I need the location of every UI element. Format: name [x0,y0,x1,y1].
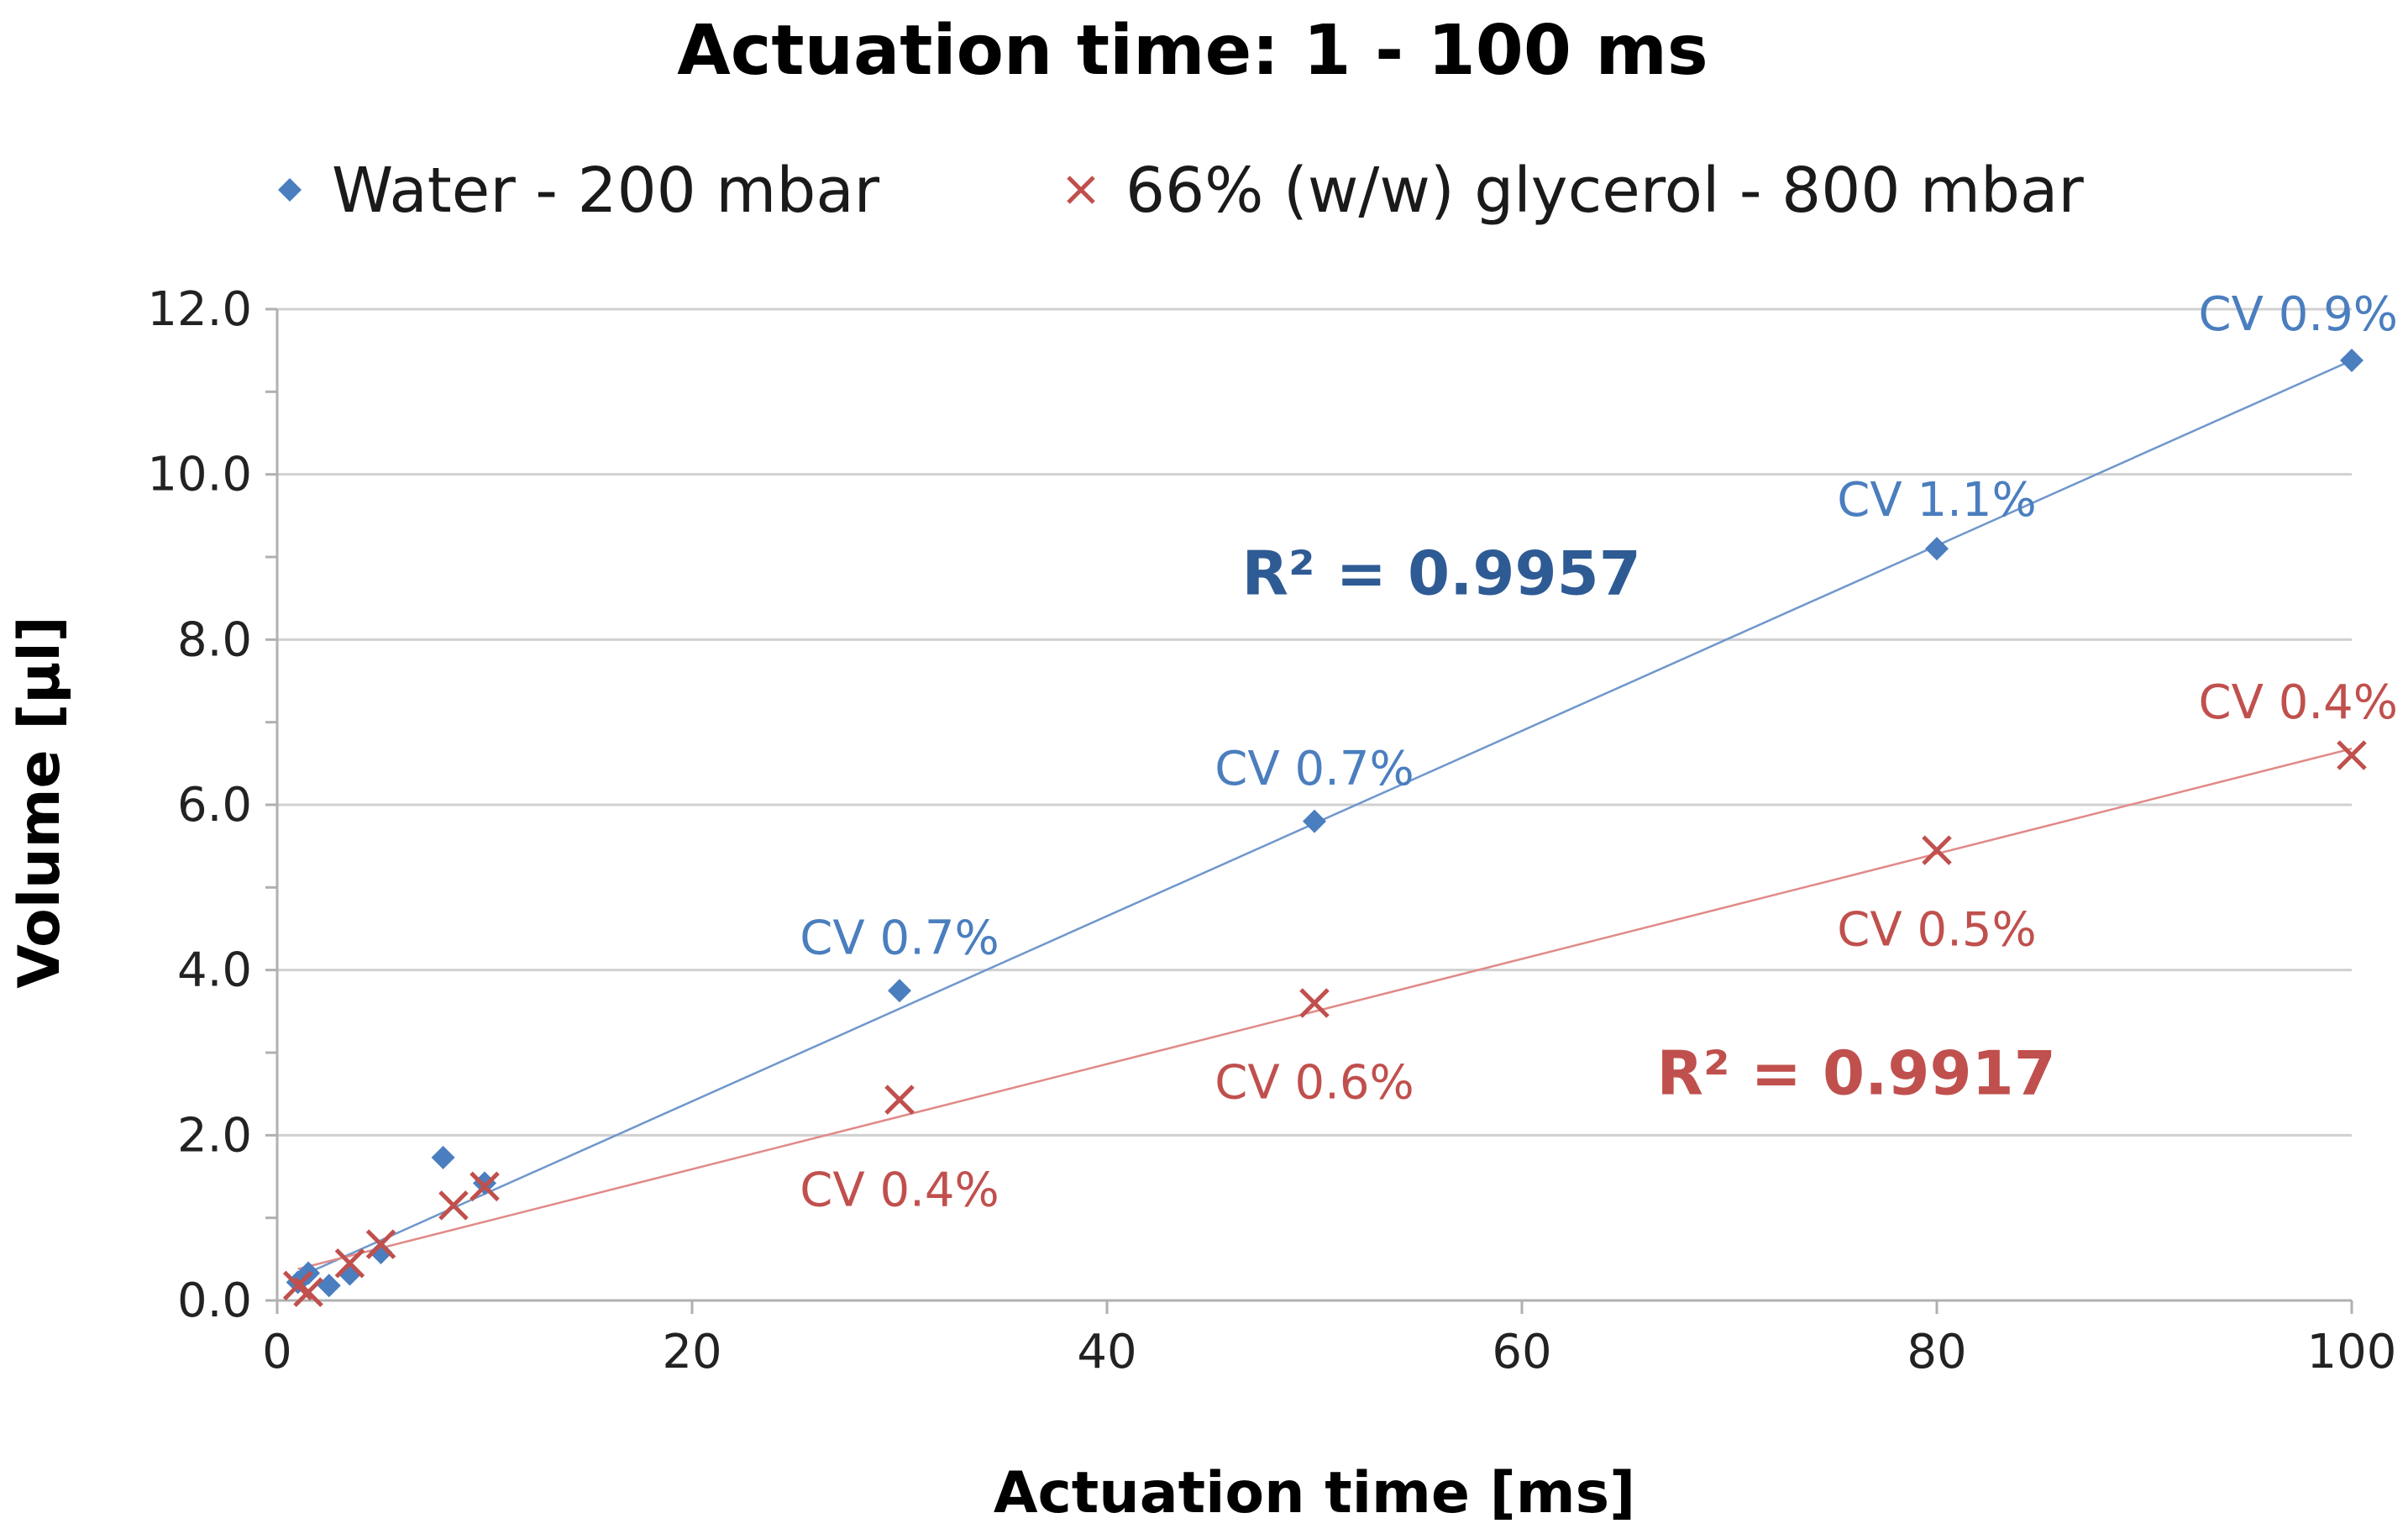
cv-label: CV 0.7% [800,911,999,965]
cv-labels: CV 0.7% CV 0.7% CV 1.1% CV 0.9% CV 0.4% CV 0.… [800,287,2398,1217]
chart-title: Actuation time: 1 - 100 ms [677,11,1708,91]
data-point-x [2337,740,2367,770]
data-point-diamond [2340,348,2363,372]
data-point-x [293,1277,323,1307]
legend-item-glycerol: 66% (w/w) glycerol - 800 mbar [1067,155,2084,227]
trendline [297,747,2353,1270]
cv-label: CV 0.4% [800,1163,999,1217]
y-tick-label: 2.0 [177,1108,252,1163]
x-tick-label: 60 [1492,1325,1551,1379]
legend: Water - 200 mbar 66% (w/w) glycerol - 80… [278,155,2084,227]
cv-label: CV 1.1% [1837,473,2036,528]
axes [265,307,2353,1314]
y-tick-label: 8.0 [177,612,252,667]
data-point-x [1922,835,1952,865]
r2-label: R² = 0.9957 [1242,538,1641,609]
x-tick-labels: 0 20 40 60 80 100 [262,1325,2396,1379]
x-tick-label: 80 [1907,1325,1966,1379]
cv-label: CV 0.4% [2199,675,2398,730]
y-tick-label: 12.0 [147,282,252,337]
x-tick-label: 20 [662,1325,721,1379]
data-points [282,348,2367,1307]
y-axis-label: Volume [µl] [7,616,73,989]
data-point-diamond [431,1145,455,1169]
data-point-x [884,1085,915,1115]
data-point-x [334,1248,365,1279]
trendlines [297,359,2353,1279]
legend-label-glycerol: 66% (w/w) glycerol - 800 mbar [1125,155,2084,227]
y-tick-label: 10.0 [147,448,252,502]
data-point-diamond [317,1274,341,1298]
r2-label: R² = 0.9917 [1657,1038,2056,1109]
legend-marker-x [1067,176,1095,204]
x-tick-label: 40 [1077,1325,1136,1379]
x-tick-label: 100 [2307,1325,2397,1379]
cv-label: CV 0.5% [1837,903,2036,958]
y-tick-label: 6.0 [177,778,252,833]
data-point-diamond [888,979,911,1003]
data-point-diamond [369,1240,393,1264]
data-point-x [1299,988,1330,1018]
x-tick-label: 0 [262,1325,292,1379]
legend-item-water: Water - 200 mbar [278,155,880,227]
y-tick-label: 0.0 [177,1274,252,1328]
cv-label: CV 0.7% [1214,742,1414,796]
data-point-diamond [473,1171,496,1195]
data-point-diamond [1925,537,1949,561]
cv-label: CV 0.6% [1214,1055,1414,1110]
data-point-x [470,1171,500,1202]
y-tick-label: 4.0 [177,943,252,998]
legend-label-water: Water - 200 mbar [332,155,880,227]
y-tick-labels: 0.0 2.0 4.0 6.0 8.0 10.0 12.0 [147,282,252,1328]
data-point-x [438,1190,469,1221]
data-point-x [365,1229,396,1259]
data-point-diamond [1303,809,1326,833]
trendline [297,359,2353,1279]
legend-marker-diamond [278,178,302,202]
x-axis-label: Actuation time [ms] [994,1460,1635,1526]
grid-lines [277,307,2352,1137]
r2-labels: R² = 0.9957 R² = 0.9917 [1242,538,2056,1109]
cv-label: CV 0.9% [2199,287,2398,342]
